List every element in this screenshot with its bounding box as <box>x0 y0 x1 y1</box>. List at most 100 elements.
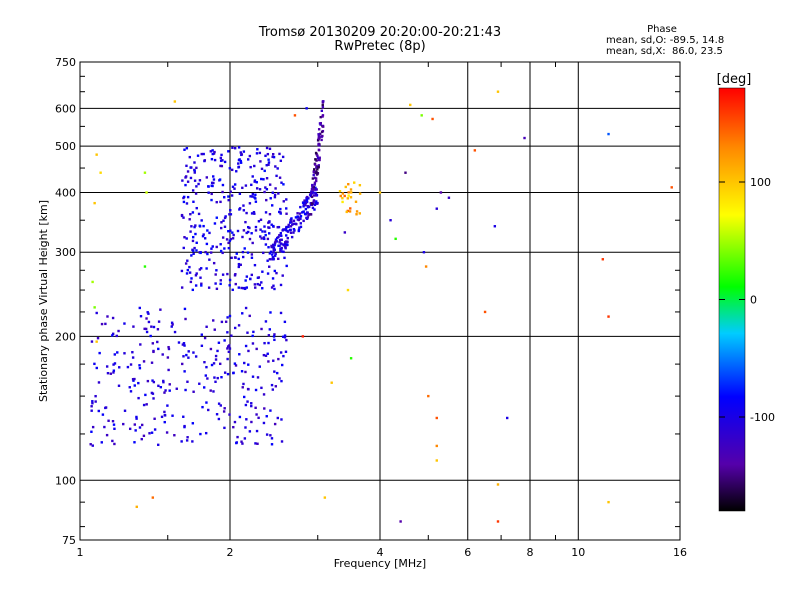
data-point <box>220 164 224 168</box>
data-point <box>238 415 242 419</box>
data-point <box>222 410 226 413</box>
data-point <box>193 246 196 250</box>
data-point <box>242 150 246 153</box>
data-point <box>247 230 250 234</box>
data-point <box>278 244 281 247</box>
data-point <box>219 164 222 168</box>
data-point <box>180 214 184 218</box>
data-point <box>310 195 314 199</box>
data-point <box>157 443 160 447</box>
data-point <box>261 287 264 290</box>
data-point <box>244 220 247 224</box>
data-point <box>349 357 353 360</box>
data-point <box>307 213 310 217</box>
data-point <box>180 440 183 443</box>
data-point <box>269 250 273 253</box>
data-point <box>319 123 322 126</box>
colorbar-tick-label: -100 <box>750 411 775 424</box>
data-point <box>339 194 342 198</box>
data-point <box>254 406 257 410</box>
data-point <box>194 274 198 277</box>
data-point <box>157 384 160 388</box>
data-point <box>245 286 249 289</box>
data-point <box>270 244 273 248</box>
data-point <box>211 149 214 152</box>
data-point <box>273 248 276 252</box>
data-point <box>129 363 133 366</box>
data-point <box>262 353 266 357</box>
y-axis-label: Stationary phase Virtual Height [km] <box>37 200 50 402</box>
data-point <box>126 365 130 369</box>
data-point <box>167 347 171 351</box>
data-point <box>188 265 191 269</box>
data-point <box>227 195 230 198</box>
data-point <box>228 284 231 287</box>
data-point <box>207 408 210 412</box>
data-point <box>157 320 161 323</box>
data-point <box>223 196 226 199</box>
data-point <box>203 336 207 340</box>
data-point <box>284 245 287 248</box>
data-point <box>424 265 428 268</box>
data-point <box>94 400 97 403</box>
data-point <box>227 246 231 250</box>
data-point <box>317 158 320 162</box>
data-point <box>202 224 205 228</box>
data-point <box>168 389 171 392</box>
data-point <box>276 416 279 420</box>
data-point <box>286 240 289 244</box>
data-point <box>317 166 320 169</box>
data-point <box>113 442 116 446</box>
data-point <box>274 238 278 241</box>
data-point <box>282 228 285 231</box>
data-point <box>241 250 245 254</box>
data-point <box>140 437 143 441</box>
data-point <box>135 415 138 419</box>
data-point <box>191 422 195 425</box>
data-point <box>273 333 276 336</box>
data-point <box>274 385 278 388</box>
data-point <box>212 261 216 265</box>
data-point <box>439 191 443 194</box>
data-point <box>208 258 211 261</box>
data-point <box>217 402 221 405</box>
data-point <box>316 154 319 157</box>
y-tick-label: 100 <box>55 474 76 487</box>
x-tick-label: 16 <box>673 546 687 559</box>
data-point <box>277 357 280 361</box>
data-point <box>266 237 270 241</box>
data-point <box>199 276 202 279</box>
data-point <box>255 187 259 190</box>
data-point <box>152 350 155 354</box>
data-point <box>237 262 241 266</box>
data-point <box>260 167 264 171</box>
data-point <box>137 381 140 385</box>
data-point <box>236 229 240 233</box>
data-point <box>284 229 288 232</box>
data-point <box>235 441 238 445</box>
data-point <box>139 315 143 318</box>
data-point <box>203 237 207 240</box>
data-point <box>152 325 156 329</box>
x-tick-label: 4 <box>377 546 384 559</box>
data-point <box>276 371 279 375</box>
data-point <box>185 272 189 275</box>
data-point <box>321 125 325 128</box>
data-point <box>318 134 321 138</box>
data-point <box>111 316 115 320</box>
data-point <box>229 209 232 212</box>
data-point <box>347 191 350 194</box>
data-point <box>167 345 170 349</box>
data-point <box>239 159 243 163</box>
data-point <box>212 390 215 393</box>
data-point <box>191 440 194 443</box>
data-point <box>168 383 171 386</box>
data-point <box>271 255 275 259</box>
data-point <box>182 195 186 199</box>
data-point <box>355 210 359 213</box>
data-point <box>435 207 438 210</box>
data-point <box>241 235 244 239</box>
data-point <box>199 432 202 436</box>
colorbar-ticks: 100 0 -100 <box>719 176 775 424</box>
